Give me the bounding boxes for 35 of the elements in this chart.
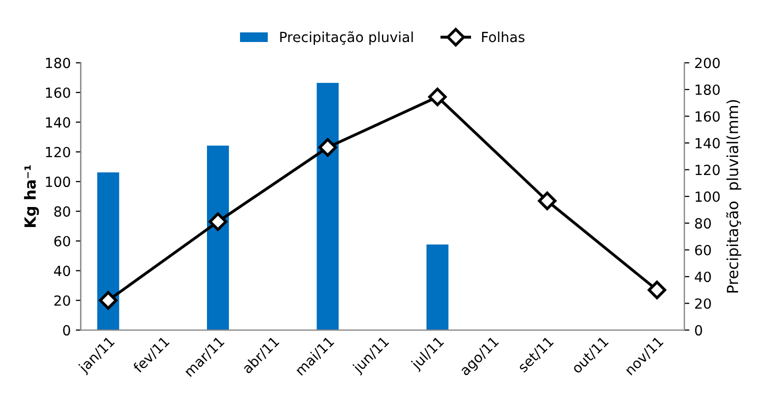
- y2-tick-label: 80: [695, 218, 711, 229]
- y-tick-label: 140: [46, 117, 70, 128]
- y-tick-label: 120: [46, 146, 70, 158]
- y-axis-title: Kg ha⁻¹: [24, 165, 39, 228]
- legend-label: Folhas: [482, 31, 524, 42]
- bar: [206, 146, 229, 330]
- y2-tick-label: 120: [696, 164, 720, 176]
- y2-axis-title: Precipitação pluvial(mm): [726, 100, 742, 293]
- y-tick-label: 60: [54, 236, 70, 246]
- y2-tick-label: 180: [696, 84, 720, 95]
- bar: [97, 172, 120, 330]
- y-tick-label: 180: [46, 58, 70, 68]
- y2-tick-label: 100: [696, 191, 720, 202]
- y2-tick-label: 140: [696, 138, 720, 148]
- point: [428, 88, 447, 106]
- y-tick-label: 0: [63, 325, 70, 336]
- y2-tick-label: 60: [695, 244, 711, 256]
- y2-tick-label: 200: [695, 58, 720, 68]
- y-tick-label: 40: [54, 266, 70, 276]
- y-tick-label: 80: [54, 206, 70, 217]
- y-tick-label: 20: [54, 295, 70, 306]
- point: [318, 138, 337, 157]
- point: [98, 291, 118, 310]
- point: [648, 280, 666, 300]
- y2-tick-label: 40: [694, 272, 711, 282]
- y-tick-label: 160: [46, 87, 70, 98]
- legend-label: Precipitação pluvial: [280, 31, 413, 45]
- point: [538, 192, 556, 210]
- y2-tick-label: 0: [695, 325, 702, 336]
- bar: [316, 82, 339, 330]
- y2-tick-label: 160: [696, 111, 720, 122]
- bar: [426, 244, 448, 330]
- y-tick-label: 100: [46, 176, 70, 188]
- point: [208, 212, 228, 231]
- y2-tick-label: 20: [695, 298, 711, 309]
